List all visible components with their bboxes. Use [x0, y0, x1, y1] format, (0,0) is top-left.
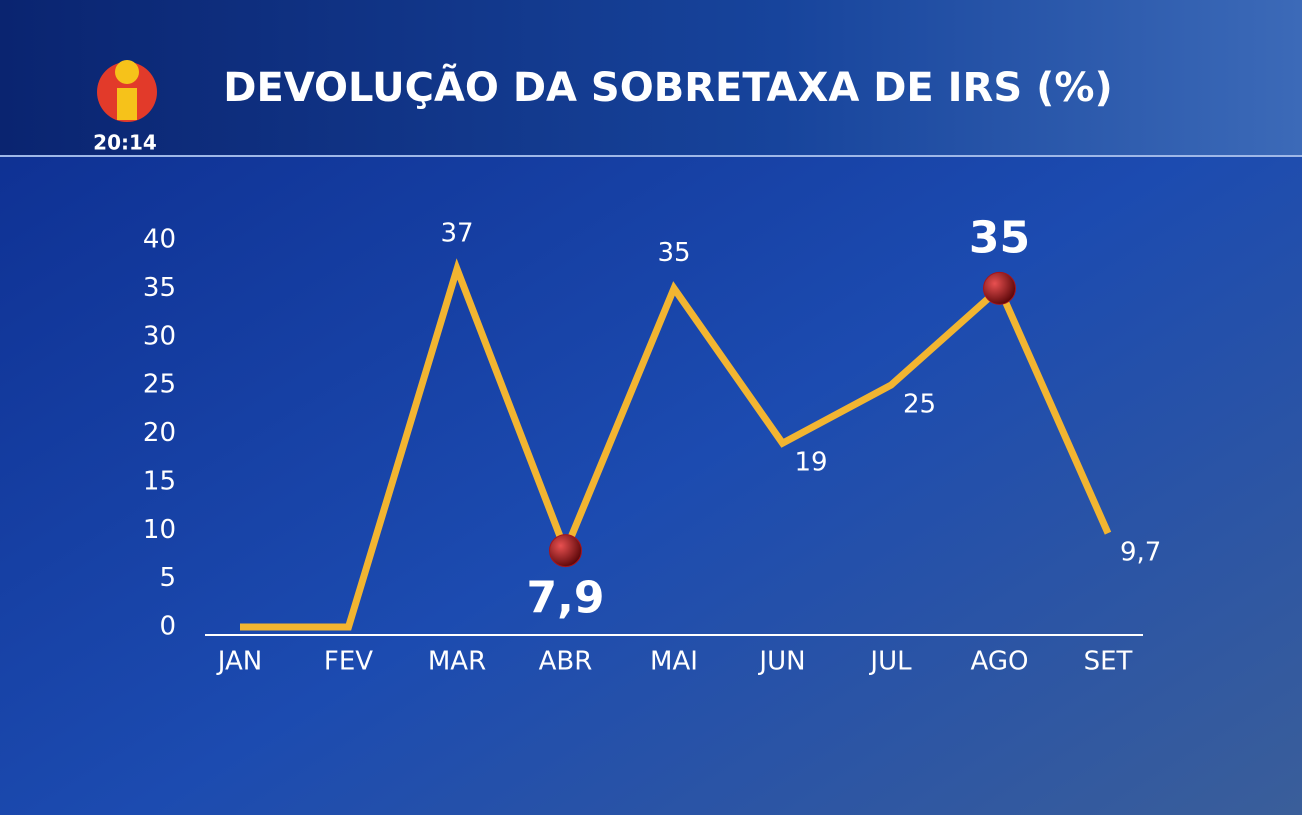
x-tick-label: FEV [324, 647, 373, 677]
y-tick-label: 30 [143, 321, 176, 351]
chart-title: DEVOLUÇÃO DA SOBRETAXA DE IRS (%) [223, 62, 1112, 111]
value-label: 19 [795, 448, 828, 478]
y-tick-label: 25 [143, 370, 176, 400]
x-tick-label: JUN [757, 647, 805, 677]
y-tick-label: 35 [143, 273, 176, 303]
x-tick-label: AGO [971, 647, 1029, 677]
value-label: 25 [903, 390, 936, 420]
x-tick-label: ABR [539, 647, 593, 677]
y-tick-label: 15 [143, 466, 176, 496]
value-label: 35 [657, 238, 690, 268]
highlight-marker [983, 271, 1016, 305]
highlight-marker [549, 534, 582, 568]
value-label: 7,9 [527, 573, 605, 624]
x-tick-label: MAR [428, 647, 486, 677]
y-tick-label: 40 [143, 225, 176, 255]
logo-dot [115, 60, 139, 84]
clock: 20:14 [93, 131, 157, 155]
value-label: 9,7 [1120, 538, 1161, 568]
logo [97, 60, 157, 122]
y-tick-label: 20 [143, 418, 176, 448]
data-line [240, 258, 1112, 631]
y-tick-label: 10 [143, 515, 176, 545]
value-label: 35 [969, 212, 1030, 263]
x-tick-label: JUL [868, 647, 912, 677]
x-tick-label: JAN [216, 647, 262, 677]
header-band [0, 0, 1302, 155]
value-label: 37 [440, 219, 473, 249]
y-tick-label: 5 [159, 563, 176, 593]
logo-stem [117, 88, 137, 120]
x-tick-label: SET [1084, 647, 1133, 677]
y-tick-label: 0 [159, 612, 176, 642]
x-tick-label: MAI [650, 647, 698, 677]
